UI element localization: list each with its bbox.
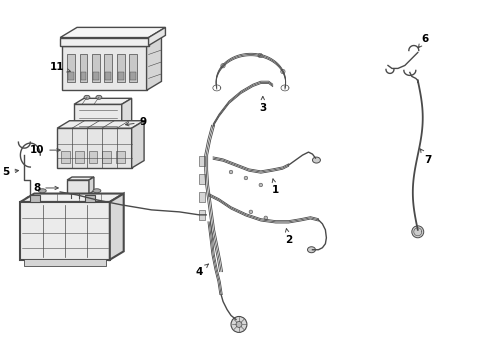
Bar: [199, 192, 205, 202]
Polygon shape: [132, 121, 144, 168]
Polygon shape: [62, 45, 147, 90]
Ellipse shape: [93, 189, 101, 193]
Circle shape: [258, 53, 262, 58]
Polygon shape: [89, 177, 94, 194]
Polygon shape: [67, 177, 94, 180]
Bar: [89, 151, 98, 163]
Text: 3: 3: [259, 96, 267, 113]
Polygon shape: [74, 98, 132, 104]
Polygon shape: [21, 202, 110, 260]
Text: 5: 5: [2, 167, 19, 177]
Bar: [80, 72, 86, 80]
Polygon shape: [60, 37, 148, 45]
Bar: [79, 54, 87, 82]
Text: 11: 11: [49, 62, 71, 72]
Text: 2: 2: [285, 229, 292, 245]
Text: 6: 6: [418, 33, 429, 48]
Polygon shape: [62, 37, 162, 45]
Ellipse shape: [313, 157, 320, 163]
Text: 7: 7: [420, 149, 432, 165]
Circle shape: [249, 210, 253, 214]
Polygon shape: [57, 128, 132, 168]
Bar: [118, 72, 123, 80]
Bar: [75, 151, 84, 163]
Bar: [92, 54, 100, 82]
Polygon shape: [21, 194, 123, 202]
Text: 4: 4: [196, 264, 208, 276]
Circle shape: [231, 316, 247, 332]
Bar: [199, 210, 205, 220]
Bar: [24, 259, 106, 266]
Ellipse shape: [308, 247, 316, 253]
Text: 1: 1: [272, 179, 279, 195]
Ellipse shape: [84, 95, 90, 99]
Bar: [105, 72, 111, 80]
Bar: [30, 195, 40, 202]
Bar: [67, 54, 75, 82]
Bar: [129, 54, 137, 82]
Polygon shape: [74, 104, 122, 132]
Circle shape: [229, 170, 233, 174]
Circle shape: [264, 216, 268, 220]
Bar: [104, 54, 112, 82]
Circle shape: [259, 183, 263, 187]
Circle shape: [412, 226, 424, 238]
Polygon shape: [147, 37, 162, 90]
Polygon shape: [57, 121, 144, 128]
Polygon shape: [60, 27, 166, 37]
Ellipse shape: [25, 197, 35, 203]
Bar: [61, 151, 70, 163]
Polygon shape: [67, 180, 89, 194]
Ellipse shape: [96, 95, 102, 99]
Bar: [93, 72, 99, 80]
Circle shape: [281, 69, 285, 74]
Polygon shape: [110, 194, 123, 260]
Bar: [85, 195, 95, 202]
Bar: [199, 174, 205, 184]
Bar: [68, 72, 74, 80]
Bar: [102, 151, 111, 163]
Text: 9: 9: [125, 117, 147, 127]
Polygon shape: [148, 27, 166, 45]
Bar: [116, 151, 125, 163]
Bar: [130, 72, 136, 80]
Bar: [199, 156, 205, 166]
Circle shape: [236, 321, 242, 328]
Circle shape: [221, 63, 225, 68]
Circle shape: [244, 176, 248, 180]
Text: 8: 8: [33, 183, 58, 193]
Ellipse shape: [38, 189, 46, 193]
Bar: [117, 54, 125, 82]
Text: 10: 10: [30, 145, 60, 155]
Polygon shape: [122, 98, 132, 132]
